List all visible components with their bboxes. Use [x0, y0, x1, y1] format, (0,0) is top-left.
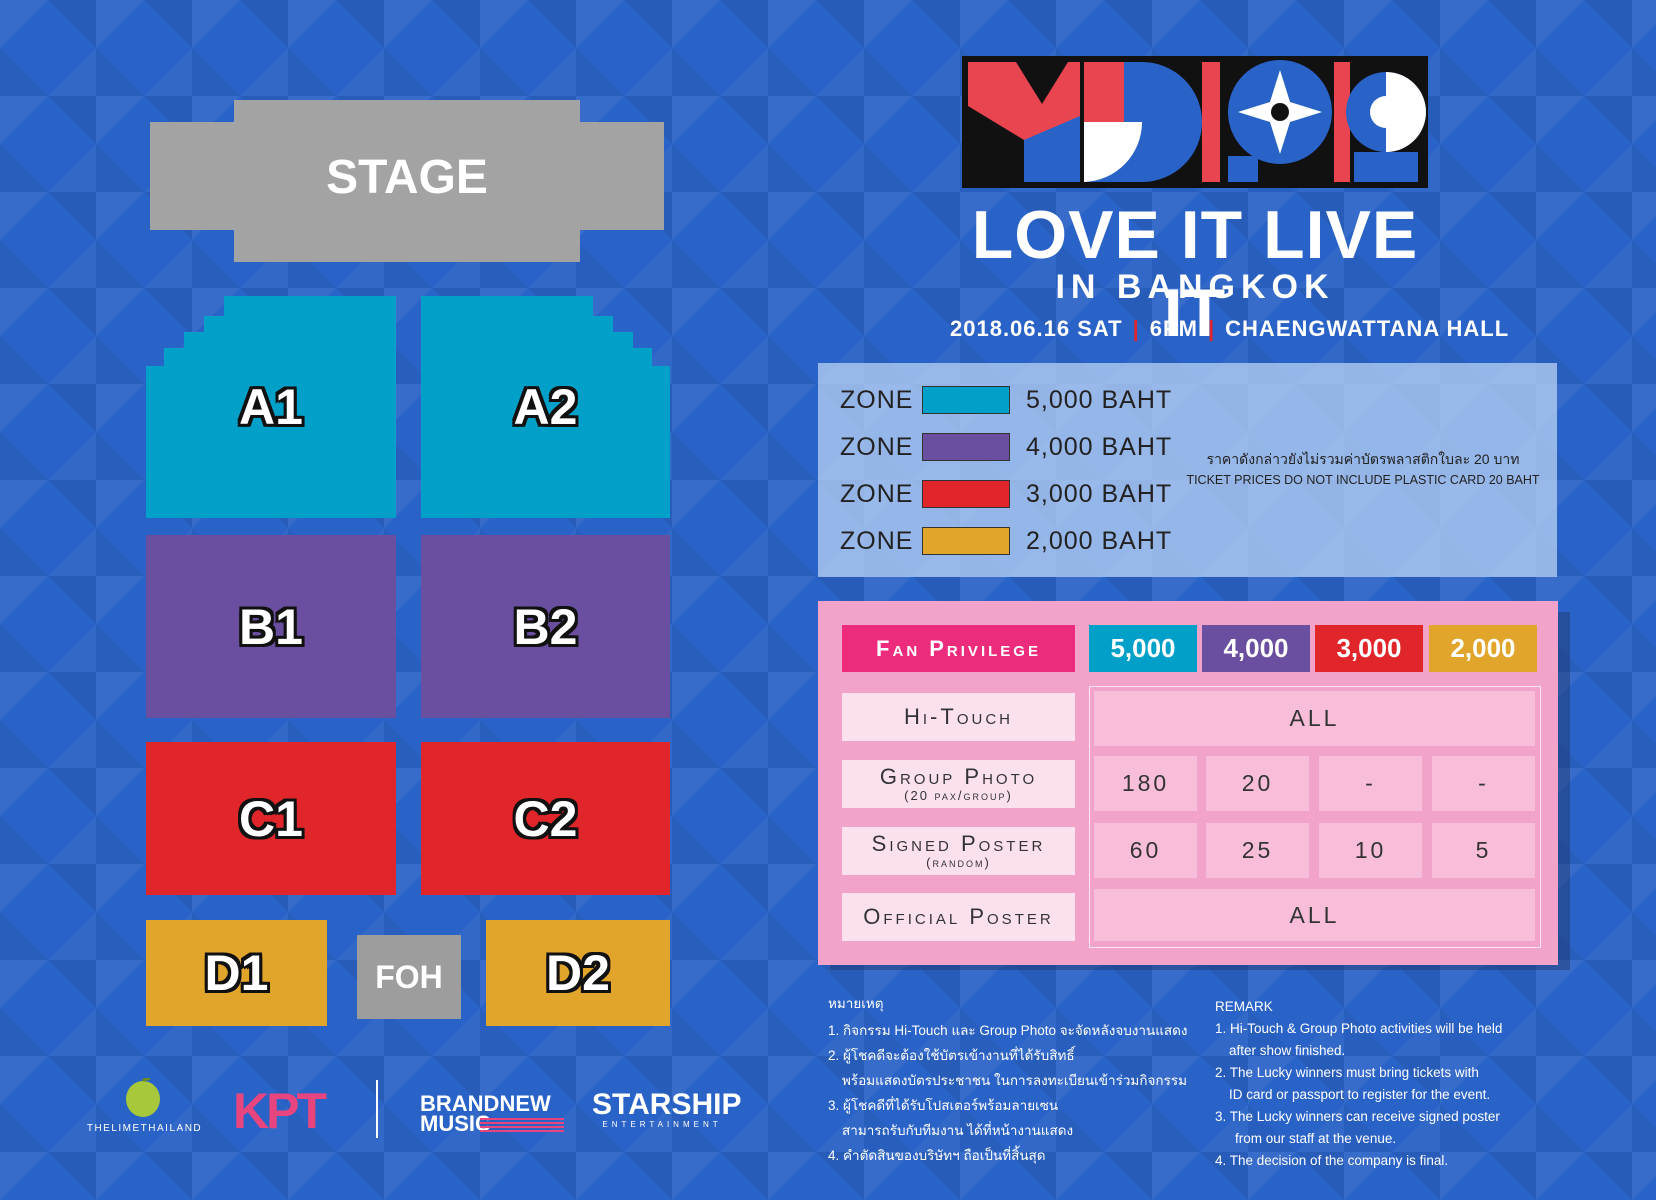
remark-item: พร้อมแสดงบัตรประชาชน ในการลงทะเบียนเข้าร…: [842, 1073, 1187, 1088]
foh-block: FOH: [357, 935, 461, 1019]
zone-b1-block[interactable]: B1: [146, 535, 396, 718]
zone-a2-label: A2: [513, 379, 578, 435]
zone-c2-block[interactable]: C2: [421, 742, 670, 895]
cell-group-photo-3000: -: [1319, 756, 1422, 811]
price-amount: 5,000 BAHT: [1026, 385, 1173, 414]
kpt-logo: KPT: [233, 1083, 327, 1139]
price-row: ZONE 3,000 BAHT: [840, 479, 1172, 509]
price-amount: 4,000 BAHT: [1026, 432, 1173, 461]
remark-item: 3. The Lucky winners can receive signed …: [1215, 1109, 1500, 1124]
price-legend: ZONE 5,000 BAHT ZONE 4,000 BAHT ZONE 3,0…: [818, 363, 1557, 577]
price-note-english: TICKET PRICES DO NOT INCLUDE PLASTIC CAR…: [1186, 473, 1540, 487]
lime-icon: [126, 1078, 160, 1117]
info-separator: |: [1208, 316, 1216, 341]
zone-word: ZONE: [840, 385, 914, 414]
zone-a2-block[interactable]: [421, 296, 670, 518]
event-title: LOVE IT LIVE IT: [971, 197, 1419, 351]
stage-shape: [150, 100, 664, 262]
brandnew-music-logo: BRANDNEW MUSIC: [420, 1091, 565, 1136]
cell-group-photo-2000: -: [1432, 756, 1535, 811]
price-note-thai: ราคาดังกล่าวยังไม่รวมค่าบัตรพลาสติกใบละ …: [1206, 451, 1520, 467]
row-label-text: Group Photo: [879, 764, 1038, 789]
tier-3000-header: 3,000: [1315, 625, 1423, 672]
zone-word: ZONE: [840, 526, 914, 555]
brandnew-stripes: [480, 1118, 564, 1132]
price-row: ZONE 4,000 BAHT: [840, 432, 1172, 462]
remark-item: ID card or passport to register for the …: [1229, 1087, 1491, 1102]
starship-text: STARSHIP: [592, 1088, 742, 1121]
remark-item: 4. คำตัดสินของบริษัทฯ ถือเป็นที่สิ้นสุด: [828, 1148, 1046, 1163]
event-info-line: 2018.06.16 SAT | 6PM | CHAENGWATTANA HALL: [950, 316, 1508, 342]
zone-d1-block[interactable]: D1: [146, 920, 327, 1026]
tier-2000-header: 2,000: [1429, 625, 1537, 672]
cell-group-photo-5000: 180: [1094, 756, 1197, 811]
zone-c1-block[interactable]: C1: [146, 742, 396, 895]
row-label-text: Signed Poster: [871, 831, 1046, 856]
remark-item: 3. ผู้โชคดีที่ได้รับโปสเตอร์พร้อมลายเซน: [828, 1098, 1059, 1113]
cell-signed-poster-5000: 60: [1094, 823, 1197, 878]
row-label-sub: (random): [926, 855, 991, 870]
zone-swatch: [922, 527, 1010, 555]
remark-item: สามารถรับกับทีมงาน ได้ที่หน้างานแสดง: [842, 1123, 1074, 1138]
cell-signed-poster-3000: 10: [1319, 823, 1422, 878]
zone-a1-label: A1: [239, 379, 303, 435]
row-label-text: Official Poster: [863, 904, 1054, 929]
thelime-logo: THELIMETHAILAND: [82, 1078, 207, 1138]
zone-d2-block[interactable]: D2: [486, 920, 670, 1026]
zone-word: ZONE: [840, 432, 914, 461]
remark-item: 2. ผู้โชคดีจะต้องใช้บัตรเข้างานที่ได้รับ…: [828, 1048, 1075, 1063]
zone-a1-block[interactable]: [146, 296, 396, 518]
zone-swatch: [922, 386, 1010, 414]
zone-swatch: [922, 433, 1010, 461]
remark-item: after show finished.: [1229, 1043, 1346, 1058]
event-date: 2018.06.16 SAT: [950, 316, 1123, 341]
cell-official-poster-all: ALL: [1094, 889, 1535, 941]
fan-privilege-title: Fan Privilege: [842, 625, 1075, 672]
remarks-english-heading: REMARK: [1215, 999, 1273, 1014]
row-label-signed-poster: Signed Poster (random): [842, 827, 1075, 875]
remark-item: 1. กิจกรรม Hi-Touch และ Group Photo จะจั…: [828, 1023, 1188, 1038]
remark-item: 2. The Lucky winners must bring tickets …: [1215, 1065, 1479, 1080]
music-text: MUSIC: [420, 1111, 491, 1136]
cell-hi-touch-all: ALL: [1094, 691, 1535, 746]
event-subtitle: IN BANGKOK: [1055, 268, 1335, 306]
zone-swatch: [922, 480, 1010, 508]
starship-sub-text: ENTERTAINMENT: [602, 1120, 722, 1129]
sponsor-divider: [376, 1080, 378, 1138]
price-row: ZONE 5,000 BAHT: [840, 385, 1172, 415]
ydpp-logo: [962, 56, 1428, 188]
price-amount: 3,000 BAHT: [1026, 479, 1173, 508]
remark-item: 4. The decision of the company is final.: [1215, 1153, 1449, 1168]
row-label-hi-touch: Hi-Touch: [842, 693, 1075, 741]
brandnew-text: BRANDNEW: [420, 1091, 551, 1116]
price-amount: 2,000 BAHT: [1026, 526, 1173, 555]
cell-signed-poster-4000: 25: [1206, 823, 1309, 878]
row-label-text: Hi-Touch: [904, 704, 1013, 729]
tier-4000-header: 4,000: [1202, 625, 1310, 672]
zone-b2-block[interactable]: B2: [421, 535, 670, 718]
starship-logo: STARSHIP ENTERTAINMENT: [592, 1088, 742, 1130]
remark-item: 1. Hi-Touch & Group Photo activities wil…: [1215, 1021, 1503, 1036]
remarks-thai: หมายเหตุ 1. กิจกรรม Hi-Touch และ Group P…: [828, 993, 1188, 1168]
zone-word: ZONE: [840, 479, 914, 508]
stage-label: STAGE: [326, 151, 488, 204]
thelime-text: THELIMETHAILAND: [86, 1123, 203, 1134]
row-label-sub: (20 pax/group): [904, 788, 1013, 803]
cell-group-photo-4000: 20: [1206, 756, 1309, 811]
remarks-english: REMARK 1. Hi-Touch & Group Photo activit…: [1215, 996, 1545, 1172]
info-separator: |: [1132, 316, 1140, 341]
privilege-grid-frame: [1089, 686, 1541, 948]
tier-5000-header: 5,000: [1089, 625, 1197, 672]
event-venue: CHAENGWATTANA HALL: [1225, 316, 1510, 341]
row-label-group-photo: Group Photo (20 pax/group): [842, 760, 1075, 808]
remark-item: from our staff at the venue.: [1235, 1131, 1397, 1146]
event-time: 6PM: [1149, 316, 1198, 341]
cell-signed-poster-2000: 5: [1432, 823, 1535, 878]
price-row: ZONE 2,000 BAHT: [840, 526, 1172, 556]
remarks-thai-heading: หมายเหตุ: [828, 996, 884, 1011]
row-label-official-poster: Official Poster: [842, 893, 1075, 941]
